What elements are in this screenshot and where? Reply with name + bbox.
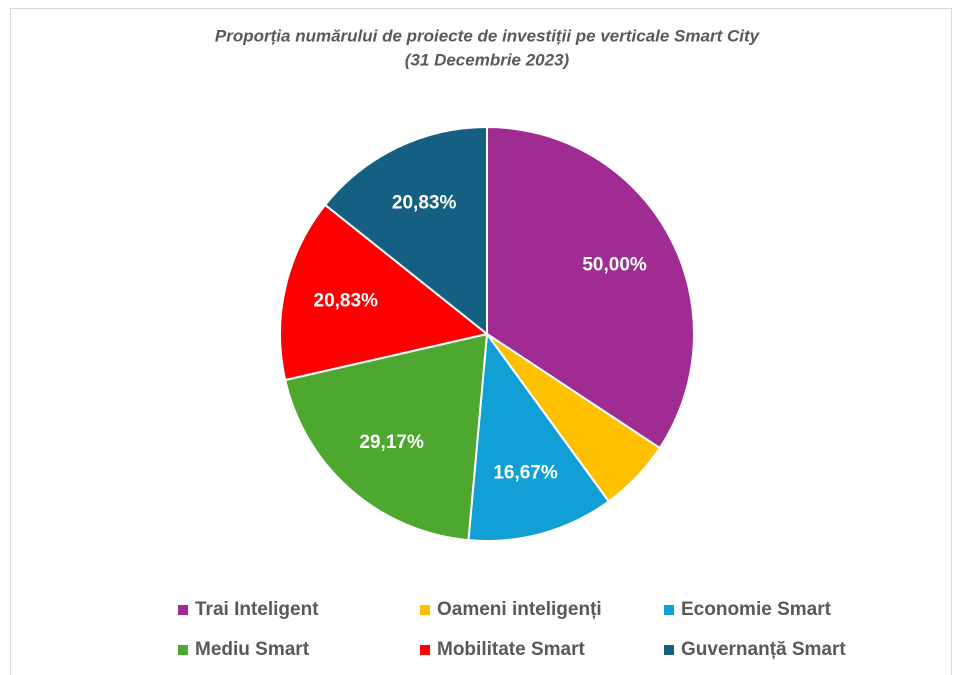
legend-label: Mediu Smart [195,639,310,660]
data-label: 20,83% [392,192,457,213]
pie-slice [283,332,489,542]
legend-swatch [420,605,430,615]
data-label: 20,83% [314,291,379,312]
legend-label: Guvernanță Smart [681,639,846,660]
legend-swatch [178,605,188,615]
legend-swatch [178,645,188,655]
data-label: 29,17% [359,432,424,453]
data-label: 50,00% [582,254,647,275]
pie-slice [467,331,611,542]
chart-subtitle: (31 Decembrie 2023) [405,50,570,69]
legend-label: Mobilitate Smart [437,639,585,660]
legend-label: Oameni inteligenți [437,599,602,620]
legend-label: Trai Inteligent [195,599,319,620]
legend-swatch [420,645,430,655]
legend-swatch [664,645,674,655]
legend-swatch [664,605,674,615]
pie-slice [323,125,488,337]
chart-title: Proporția numărului de proiecte de inves… [215,26,761,45]
pie-slice [279,203,490,382]
data-label: 16,67% [493,463,558,484]
legend-label: Economie Smart [681,599,832,620]
